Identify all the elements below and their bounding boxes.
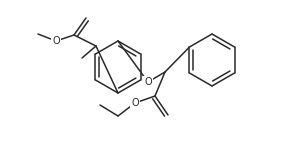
Text: O: O: [52, 36, 60, 46]
Text: O: O: [144, 77, 152, 87]
Text: O: O: [131, 98, 139, 108]
